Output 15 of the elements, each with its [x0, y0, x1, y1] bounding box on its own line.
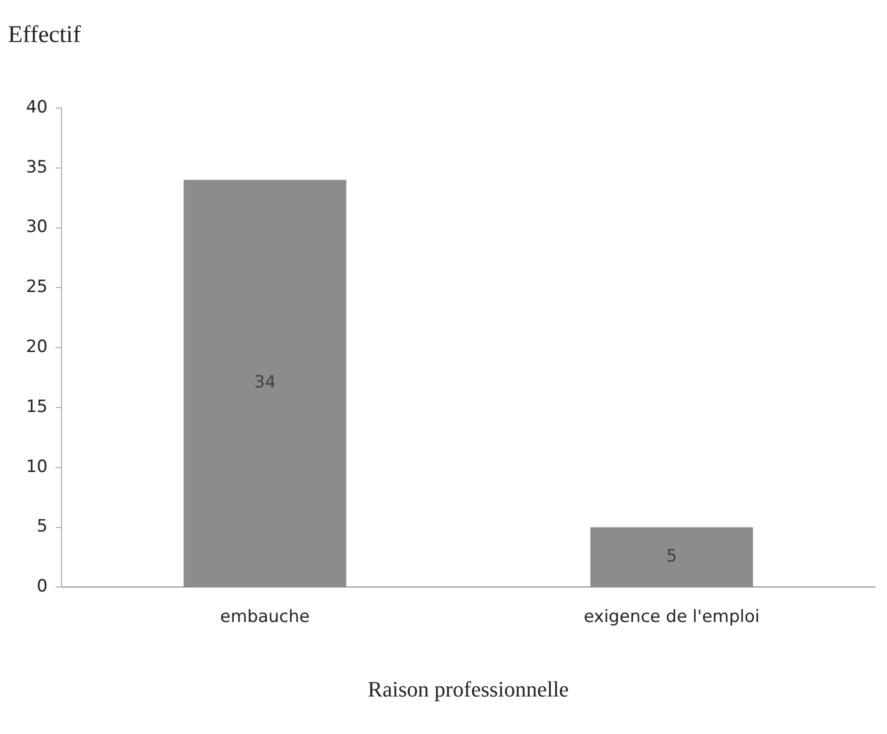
- y-tick-label: 0: [36, 576, 48, 597]
- y-axis-title: Effectif: [8, 21, 82, 50]
- data-label: 34: [254, 372, 276, 393]
- x-axis-title: Raison professionnelle: [368, 676, 569, 702]
- x-tick-label: exigence de l'emploi: [584, 606, 760, 627]
- x-tick-label: embauche: [220, 606, 310, 627]
- y-tick-label: 15: [26, 396, 48, 417]
- y-tick-label: 10: [26, 456, 48, 477]
- y-tick-label: 40: [26, 97, 48, 118]
- y-tick-label: 35: [26, 157, 48, 178]
- data-label: 5: [666, 546, 678, 566]
- y-tick-label: 30: [26, 217, 48, 238]
- y-tick-label: 20: [26, 337, 48, 358]
- y-tick-label: 25: [26, 277, 48, 298]
- y-tick-label: 5: [36, 516, 48, 537]
